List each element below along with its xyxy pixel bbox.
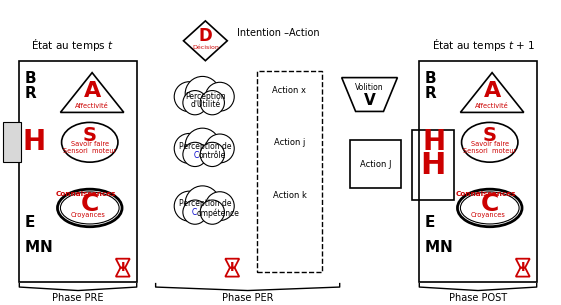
Text: Affectivité: Affectivité <box>475 103 509 109</box>
Circle shape <box>174 82 204 112</box>
Circle shape <box>200 200 224 224</box>
Text: R: R <box>24 86 36 101</box>
Text: Décision: Décision <box>192 45 219 50</box>
Text: Phase PER: Phase PER <box>222 292 273 303</box>
Bar <box>3 122 21 162</box>
Circle shape <box>200 142 224 167</box>
Text: E: E <box>24 215 35 230</box>
Text: d'Utilité: d'Utilité <box>190 100 220 109</box>
Text: S: S <box>83 126 96 145</box>
Text: R: R <box>424 86 436 101</box>
Text: A: A <box>84 81 101 101</box>
Text: Phase PRE: Phase PRE <box>52 292 104 303</box>
Text: I: I <box>121 261 125 274</box>
Circle shape <box>205 192 234 221</box>
Text: N: N <box>39 240 52 255</box>
Text: Sensori  moteur: Sensori moteur <box>463 148 516 154</box>
Text: Connaissances: Connaissances <box>456 191 516 197</box>
Text: S: S <box>483 126 496 145</box>
Text: E: E <box>424 215 435 230</box>
Text: Savoir faire: Savoir faire <box>71 141 109 147</box>
Text: Connaissances: Connaissances <box>56 191 116 197</box>
Text: Savoir faire: Savoir faire <box>471 141 509 147</box>
Circle shape <box>174 134 204 163</box>
Circle shape <box>200 91 224 115</box>
Text: Volition: Volition <box>355 83 384 92</box>
Text: Action j: Action j <box>274 138 305 147</box>
Bar <box>19 61 137 282</box>
Text: M: M <box>424 240 439 255</box>
Text: C: C <box>194 151 199 160</box>
Circle shape <box>185 77 220 111</box>
Text: Action k: Action k <box>273 191 306 199</box>
Text: Sensori  moteur: Sensori moteur <box>63 148 116 154</box>
Circle shape <box>205 134 234 163</box>
Circle shape <box>185 128 220 163</box>
Text: Intention –Action: Intention –Action <box>237 28 320 38</box>
Text: Affectivité: Affectivité <box>75 103 109 109</box>
Text: I: I <box>230 261 234 274</box>
Text: D: D <box>199 27 212 45</box>
Circle shape <box>185 186 220 221</box>
Circle shape <box>183 91 207 115</box>
Text: H: H <box>421 151 446 180</box>
Text: B: B <box>24 71 36 86</box>
Text: Action x: Action x <box>273 86 306 95</box>
Text: H: H <box>422 128 445 156</box>
Text: État au temps $t$ + 1: État au temps $t$ + 1 <box>432 37 536 53</box>
Text: N: N <box>439 240 452 255</box>
Text: Perception: Perception <box>185 92 226 101</box>
Bar <box>350 140 401 188</box>
Text: État au temps $t$: État au temps $t$ <box>31 37 113 53</box>
Text: Croyances: Croyances <box>70 212 105 218</box>
Bar <box>412 130 454 200</box>
Text: C: C <box>481 192 499 216</box>
Circle shape <box>183 142 207 167</box>
Bar <box>419 61 537 282</box>
Text: Phase POST: Phase POST <box>449 292 507 303</box>
Text: Perception de: Perception de <box>179 142 232 151</box>
Text: Perception de: Perception de <box>179 199 232 209</box>
Text: C: C <box>191 208 197 217</box>
Text: Croyances: Croyances <box>470 212 505 218</box>
Text: H: H <box>22 128 45 156</box>
Bar <box>257 71 322 272</box>
Circle shape <box>183 200 207 224</box>
Text: B: B <box>424 71 436 86</box>
Text: C: C <box>81 192 99 216</box>
Circle shape <box>205 82 234 111</box>
Text: ompétence: ompétence <box>196 208 240 218</box>
Text: A: A <box>484 81 501 101</box>
Circle shape <box>174 191 204 221</box>
Text: M: M <box>24 240 39 255</box>
Text: Action J: Action J <box>360 160 391 169</box>
Text: V: V <box>364 93 375 108</box>
Text: I: I <box>521 261 525 274</box>
Text: ontrôle: ontrôle <box>199 151 226 160</box>
